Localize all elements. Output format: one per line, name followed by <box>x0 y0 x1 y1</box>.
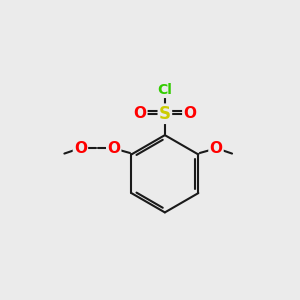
Text: Cl: Cl <box>158 83 172 97</box>
Text: O: O <box>209 141 223 156</box>
Text: O: O <box>107 141 120 156</box>
Text: S: S <box>159 105 171 123</box>
Text: O: O <box>134 106 146 121</box>
Text: O: O <box>183 106 196 121</box>
Text: O: O <box>74 141 87 156</box>
